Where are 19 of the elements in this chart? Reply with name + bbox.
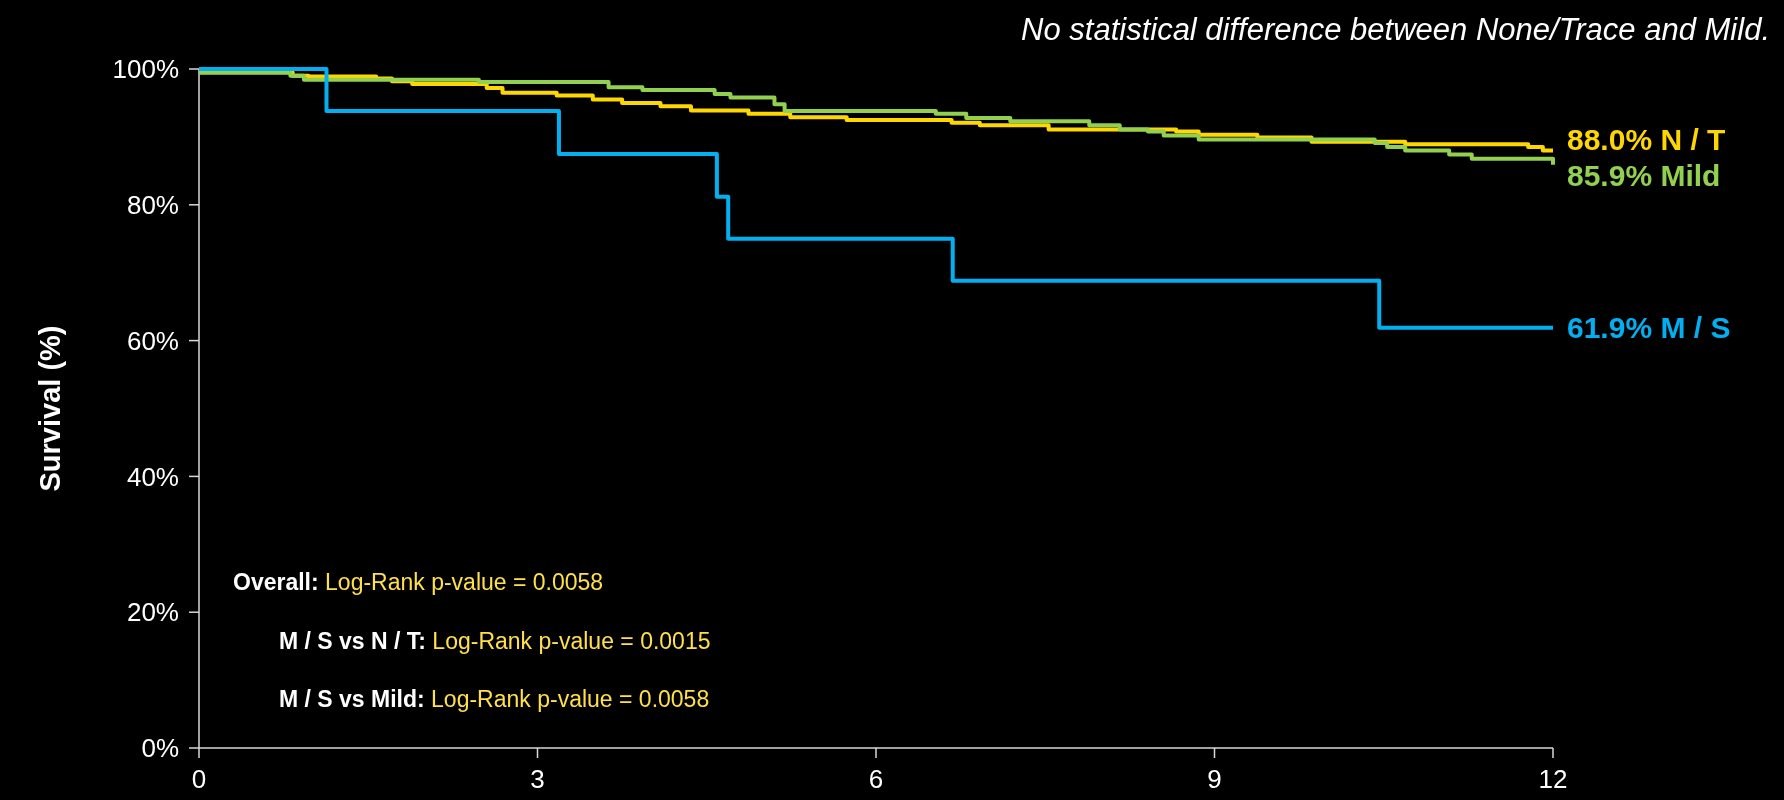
annotation: M / S vs Mild: Log-Rank p-value = 0.0058 xyxy=(279,686,710,712)
x-tick-label: 3 xyxy=(530,764,545,794)
text: 61.9% M / S xyxy=(1567,311,1731,345)
y-axis-title: Survival (%) xyxy=(34,325,66,492)
x-tick-label: 0 xyxy=(191,764,207,794)
y-tick-label: 20% xyxy=(126,597,179,628)
annotation: Overall: Log-Rank p-value = 0.0058 xyxy=(233,569,604,595)
text: 85.9% Mild xyxy=(1567,159,1721,193)
text: 88.0% N / T xyxy=(1567,123,1726,157)
y-tick-label: 60% xyxy=(126,325,179,356)
x-tick-label: 6 xyxy=(868,764,884,794)
y-tick-label: 0% xyxy=(141,733,179,764)
y-tick-label: 100% xyxy=(112,54,179,85)
y-tick-label: 80% xyxy=(126,189,179,220)
x-tick-label: 9 xyxy=(1207,764,1222,794)
annotation: M / S vs N / T: Log-Rank p-value = 0.0015 xyxy=(279,628,711,654)
chart-title: No statistical difference between None/Trace and Mild. xyxy=(1021,12,1770,47)
x-tick-label: 12 xyxy=(1538,764,1568,794)
y-tick-label: 40% xyxy=(126,461,179,492)
